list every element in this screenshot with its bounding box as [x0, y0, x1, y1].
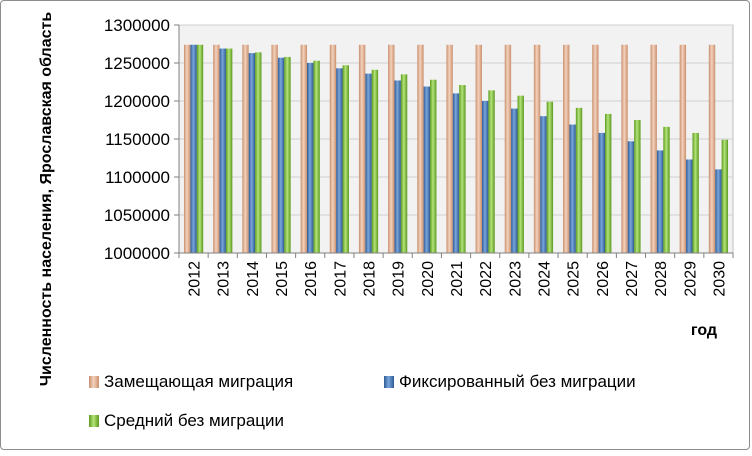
- legend: Замещающая миграция Фиксированный без миг…: [89, 372, 636, 430]
- x-tick-label: 2023: [507, 261, 524, 297]
- y-tick-label: 1250000: [104, 54, 170, 73]
- bars-group: [183, 44, 729, 254]
- bar-1-2014: [248, 53, 256, 254]
- x-tick-label: 2027: [624, 261, 641, 297]
- bar-0-2025: [563, 44, 570, 254]
- bar-1-2016: [307, 63, 314, 253]
- x-tick-label: 2024: [536, 261, 553, 297]
- bar-2-2029: [692, 132, 699, 253]
- bar-0-2016: [300, 44, 308, 254]
- bar-2-2018: [371, 69, 379, 253]
- y-axis: 1000000 1050000 1100000 1150000 1200000 12500…: [104, 16, 180, 263]
- bar-0-2014: [242, 44, 249, 254]
- bar-1-2015: [277, 57, 285, 254]
- bar-2-2021: [459, 85, 466, 253]
- bar-0-2027: [621, 44, 628, 254]
- bar-2-2023: [517, 95, 524, 254]
- bar-2-2012: [196, 44, 204, 254]
- bar-0-2028: [650, 44, 657, 254]
- bar-1-2030: [715, 169, 722, 253]
- x-tick-label: 2018: [362, 261, 379, 297]
- bar-2-2017: [342, 65, 349, 253]
- bar-2-2015: [284, 56, 291, 253]
- bar-1-2024: [540, 116, 547, 253]
- bar-2-2028: [663, 126, 670, 253]
- bar-1-2020: [423, 86, 431, 253]
- bar-0-2023: [504, 44, 512, 254]
- bar-2-2019: [400, 74, 408, 254]
- y-tick-label: 1050000: [104, 206, 170, 225]
- bar-1-2028: [656, 150, 664, 253]
- x-tick-label: 2012: [187, 261, 204, 297]
- x-tick-label: 2028: [653, 261, 670, 297]
- bar-0-2012: [183, 44, 191, 254]
- legend-label-0: Замещающая миграция: [104, 372, 293, 391]
- bar-1-2026: [598, 132, 605, 253]
- bar-0-2015: [271, 44, 278, 254]
- x-axis: 2012 2013 2014 2015 2016 2017 2018 2019 2020 2021…: [178, 252, 734, 297]
- bar-0-2030: [708, 44, 716, 254]
- y-tick-label: 1200000: [104, 92, 170, 111]
- bar-1-2018: [365, 73, 372, 253]
- bar-1-2017: [336, 68, 343, 253]
- bar-0-2017: [329, 44, 337, 254]
- bar-1-2012: [190, 44, 197, 254]
- x-tick-label: 2014: [245, 261, 262, 297]
- bar-0-2013: [213, 44, 220, 254]
- legend-swatch-2: [89, 415, 99, 427]
- bar-0-2026: [592, 44, 599, 254]
- bar-1-2023: [511, 108, 518, 253]
- x-tick-label: 2015: [274, 261, 291, 297]
- bar-2-2024: [546, 101, 554, 253]
- x-tick-label: 2029: [682, 261, 699, 297]
- bar-2-2027: [634, 120, 641, 253]
- x-tick-label: 2022: [478, 261, 495, 297]
- bar-2-2020: [430, 79, 437, 253]
- bar-2-2013: [225, 48, 233, 254]
- x-tick-label: 2030: [711, 261, 728, 297]
- bar-2-2030: [721, 139, 729, 253]
- bar-0-2018: [358, 44, 366, 254]
- bar-1-2022: [481, 101, 489, 253]
- bar-1-2029: [686, 159, 693, 253]
- bar-0-2029: [679, 44, 687, 254]
- bar-1-2013: [219, 48, 226, 254]
- legend-label-2: Средний без миграции: [104, 411, 284, 430]
- legend-swatch-0: [89, 376, 99, 388]
- y-tick-label: 1000000: [104, 244, 170, 263]
- bar-1-2019: [394, 80, 401, 253]
- bar-1-2021: [452, 93, 460, 254]
- bar-0-2024: [533, 44, 541, 254]
- x-tick-label: 2021: [449, 261, 466, 297]
- bar-0-2020: [417, 44, 424, 254]
- bar-2-2014: [255, 52, 262, 253]
- y-tick-label: 1100000: [105, 168, 170, 187]
- x-tick-label: 2019: [391, 261, 408, 297]
- x-tick-label: 2013: [216, 261, 233, 297]
- y-axis-title: Численность населения, Ярославская облас…: [38, 12, 55, 387]
- legend-label-1: Фиксированный без миграции: [399, 372, 636, 391]
- bar-1-2025: [569, 124, 576, 253]
- bar-0-2021: [446, 44, 453, 254]
- bar-0-2019: [388, 44, 395, 254]
- x-tick-label: 2016: [303, 261, 320, 297]
- bar-2-2026: [604, 113, 612, 253]
- y-tick-label: 1150000: [105, 130, 170, 149]
- bar-0-2022: [475, 44, 482, 254]
- x-tick-label: 2020: [420, 261, 437, 297]
- x-tick-label: 2026: [595, 261, 612, 297]
- x-tick-label: 2025: [566, 261, 583, 297]
- x-axis-title: год: [691, 322, 717, 339]
- legend-swatch-1: [384, 376, 394, 388]
- y-tick-label: 1300000: [104, 16, 170, 35]
- bar-1-2027: [627, 141, 635, 253]
- bar-2-2025: [575, 107, 583, 253]
- bar-2-2022: [488, 90, 495, 253]
- bar-2-2016: [313, 60, 320, 253]
- x-tick-label: 2017: [332, 261, 349, 297]
